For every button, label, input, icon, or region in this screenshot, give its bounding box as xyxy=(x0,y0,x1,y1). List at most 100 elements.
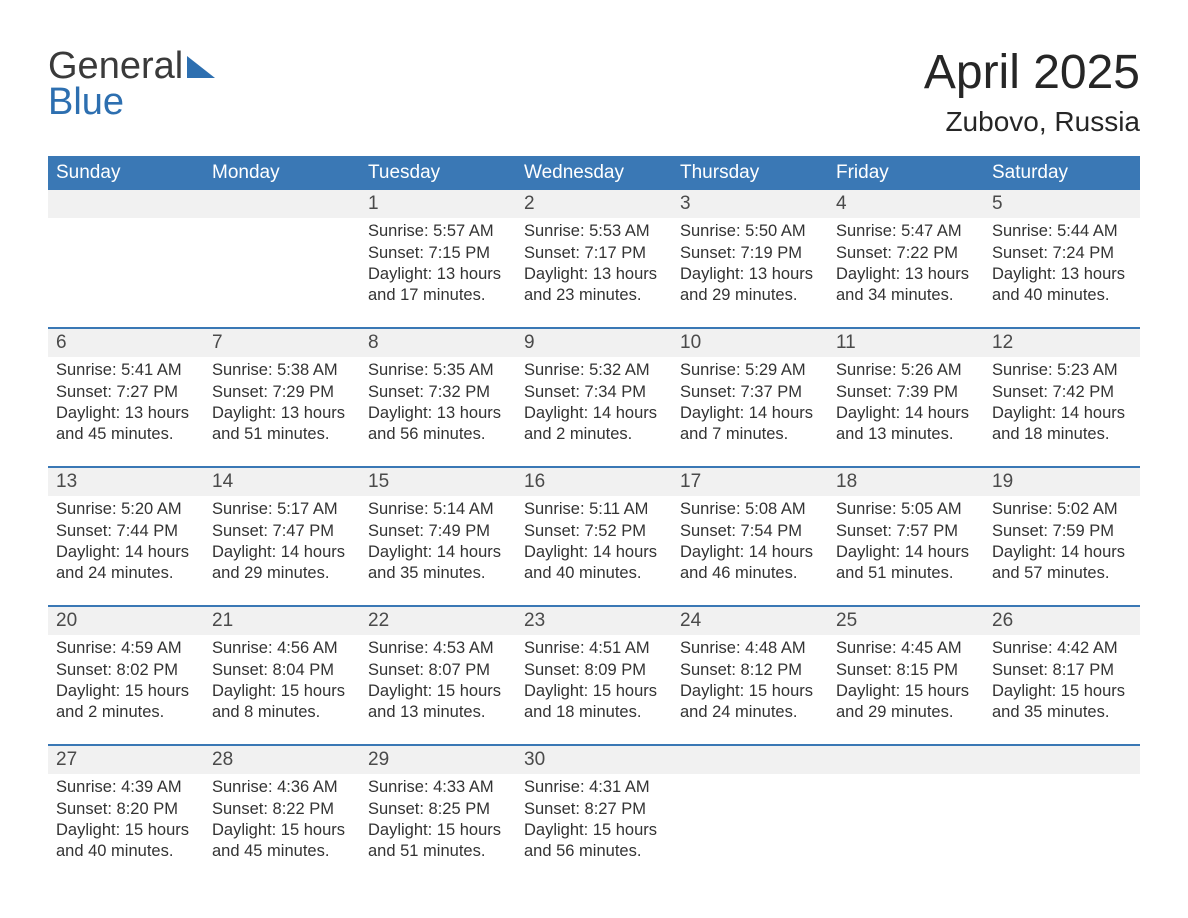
day-content-row: Sunrise: 5:41 AMSunset: 7:27 PMDaylight:… xyxy=(48,357,1140,467)
sunrise-line: Sunrise: 5:08 AM xyxy=(680,499,820,520)
sunrise-line: Sunrise: 4:36 AM xyxy=(212,777,352,798)
daylight-line: Daylight: 13 hours and 17 minutes. xyxy=(368,264,508,306)
calendar-page: General Blue April 2025 Zubovo, Russia S… xyxy=(0,0,1188,904)
weekday-header: Monday xyxy=(204,156,360,190)
logo-text-top: General xyxy=(48,48,183,84)
sunrise-line: Sunrise: 5:14 AM xyxy=(368,499,508,520)
day-number-cell: 14 xyxy=(204,467,360,496)
sunset-line: Sunset: 7:24 PM xyxy=(992,243,1132,264)
daylight-line: Daylight: 14 hours and 2 minutes. xyxy=(524,403,664,445)
sunset-line: Sunset: 8:27 PM xyxy=(524,799,664,820)
day-content-cell: Sunrise: 5:38 AMSunset: 7:29 PMDaylight:… xyxy=(204,357,360,467)
day-number-row: 13141516171819 xyxy=(48,467,1140,496)
sunrise-line: Sunrise: 4:59 AM xyxy=(56,638,196,659)
day-content-cell: Sunrise: 5:14 AMSunset: 7:49 PMDaylight:… xyxy=(360,496,516,606)
day-number-cell: 28 xyxy=(204,745,360,774)
day-number-cell xyxy=(828,745,984,774)
daylight-line: Daylight: 14 hours and 13 minutes. xyxy=(836,403,976,445)
calendar-table: Sunday Monday Tuesday Wednesday Thursday… xyxy=(48,156,1140,884)
day-content-row: Sunrise: 5:57 AMSunset: 7:15 PMDaylight:… xyxy=(48,218,1140,328)
sunrise-line: Sunrise: 5:47 AM xyxy=(836,221,976,242)
daylight-line: Daylight: 14 hours and 18 minutes. xyxy=(992,403,1132,445)
sunset-line: Sunset: 7:32 PM xyxy=(368,382,508,403)
day-number-cell: 12 xyxy=(984,328,1140,357)
sunset-line: Sunset: 7:17 PM xyxy=(524,243,664,264)
daylight-line: Daylight: 13 hours and 56 minutes. xyxy=(368,403,508,445)
weekday-header: Saturday xyxy=(984,156,1140,190)
day-number-row: 12345 xyxy=(48,190,1140,218)
day-content-cell xyxy=(828,774,984,884)
day-number-cell: 29 xyxy=(360,745,516,774)
sunset-line: Sunset: 7:27 PM xyxy=(56,382,196,403)
sunrise-line: Sunrise: 5:02 AM xyxy=(992,499,1132,520)
day-number-cell: 18 xyxy=(828,467,984,496)
day-content-cell: Sunrise: 5:41 AMSunset: 7:27 PMDaylight:… xyxy=(48,357,204,467)
day-content-cell: Sunrise: 4:48 AMSunset: 8:12 PMDaylight:… xyxy=(672,635,828,745)
day-number-cell: 4 xyxy=(828,190,984,218)
day-content-cell: Sunrise: 4:56 AMSunset: 8:04 PMDaylight:… xyxy=(204,635,360,745)
sunrise-line: Sunrise: 4:51 AM xyxy=(524,638,664,659)
day-number-cell: 17 xyxy=(672,467,828,496)
sunrise-line: Sunrise: 4:31 AM xyxy=(524,777,664,798)
day-content-cell: Sunrise: 5:26 AMSunset: 7:39 PMDaylight:… xyxy=(828,357,984,467)
daylight-line: Daylight: 14 hours and 51 minutes. xyxy=(836,542,976,584)
sunset-line: Sunset: 7:54 PM xyxy=(680,521,820,542)
sunset-line: Sunset: 8:22 PM xyxy=(212,799,352,820)
sunrise-line: Sunrise: 5:50 AM xyxy=(680,221,820,242)
sunset-line: Sunset: 8:12 PM xyxy=(680,660,820,681)
sunset-line: Sunset: 8:15 PM xyxy=(836,660,976,681)
sunset-line: Sunset: 8:17 PM xyxy=(992,660,1132,681)
sunrise-line: Sunrise: 4:53 AM xyxy=(368,638,508,659)
daylight-line: Daylight: 15 hours and 8 minutes. xyxy=(212,681,352,723)
sunset-line: Sunset: 7:15 PM xyxy=(368,243,508,264)
sunrise-line: Sunrise: 5:29 AM xyxy=(680,360,820,381)
sunrise-line: Sunrise: 4:45 AM xyxy=(836,638,976,659)
day-content-cell: Sunrise: 4:36 AMSunset: 8:22 PMDaylight:… xyxy=(204,774,360,884)
sunrise-line: Sunrise: 5:17 AM xyxy=(212,499,352,520)
day-content-cell: Sunrise: 5:35 AMSunset: 7:32 PMDaylight:… xyxy=(360,357,516,467)
day-number-row: 20212223242526 xyxy=(48,606,1140,635)
day-content-cell: Sunrise: 4:53 AMSunset: 8:07 PMDaylight:… xyxy=(360,635,516,745)
day-content-cell: Sunrise: 5:23 AMSunset: 7:42 PMDaylight:… xyxy=(984,357,1140,467)
weekday-header: Tuesday xyxy=(360,156,516,190)
daylight-line: Daylight: 14 hours and 7 minutes. xyxy=(680,403,820,445)
day-content-row: Sunrise: 4:59 AMSunset: 8:02 PMDaylight:… xyxy=(48,635,1140,745)
sunset-line: Sunset: 7:34 PM xyxy=(524,382,664,403)
sunset-line: Sunset: 7:57 PM xyxy=(836,521,976,542)
title-month: April 2025 xyxy=(924,48,1140,98)
sunrise-line: Sunrise: 5:26 AM xyxy=(836,360,976,381)
day-number-cell: 2 xyxy=(516,190,672,218)
day-number-row: 27282930 xyxy=(48,745,1140,774)
day-content-row: Sunrise: 4:39 AMSunset: 8:20 PMDaylight:… xyxy=(48,774,1140,884)
sunset-line: Sunset: 8:09 PM xyxy=(524,660,664,681)
day-content-cell: Sunrise: 4:51 AMSunset: 8:09 PMDaylight:… xyxy=(516,635,672,745)
day-content-cell: Sunrise: 5:32 AMSunset: 7:34 PMDaylight:… xyxy=(516,357,672,467)
sunset-line: Sunset: 7:49 PM xyxy=(368,521,508,542)
day-content-cell: Sunrise: 4:45 AMSunset: 8:15 PMDaylight:… xyxy=(828,635,984,745)
sunrise-line: Sunrise: 5:44 AM xyxy=(992,221,1132,242)
sunset-line: Sunset: 7:22 PM xyxy=(836,243,976,264)
day-number-cell: 5 xyxy=(984,190,1140,218)
day-number-cell: 23 xyxy=(516,606,672,635)
day-content-cell: Sunrise: 4:31 AMSunset: 8:27 PMDaylight:… xyxy=(516,774,672,884)
day-content-cell: Sunrise: 4:33 AMSunset: 8:25 PMDaylight:… xyxy=(360,774,516,884)
daylight-line: Daylight: 14 hours and 29 minutes. xyxy=(212,542,352,584)
daylight-line: Daylight: 14 hours and 24 minutes. xyxy=(56,542,196,584)
day-content-cell xyxy=(204,218,360,328)
sunrise-line: Sunrise: 5:57 AM xyxy=(368,221,508,242)
day-content-cell: Sunrise: 4:39 AMSunset: 8:20 PMDaylight:… xyxy=(48,774,204,884)
sunset-line: Sunset: 7:37 PM xyxy=(680,382,820,403)
day-content-cell: Sunrise: 5:57 AMSunset: 7:15 PMDaylight:… xyxy=(360,218,516,328)
sunrise-line: Sunrise: 4:56 AM xyxy=(212,638,352,659)
sunset-line: Sunset: 7:44 PM xyxy=(56,521,196,542)
weekday-header-row: Sunday Monday Tuesday Wednesday Thursday… xyxy=(48,156,1140,190)
sunrise-line: Sunrise: 5:35 AM xyxy=(368,360,508,381)
day-number-cell xyxy=(672,745,828,774)
daylight-line: Daylight: 14 hours and 40 minutes. xyxy=(524,542,664,584)
day-number-cell: 3 xyxy=(672,190,828,218)
day-number-cell: 1 xyxy=(360,190,516,218)
sunset-line: Sunset: 8:04 PM xyxy=(212,660,352,681)
daylight-line: Daylight: 14 hours and 46 minutes. xyxy=(680,542,820,584)
day-number-cell: 27 xyxy=(48,745,204,774)
daylight-line: Daylight: 13 hours and 23 minutes. xyxy=(524,264,664,306)
